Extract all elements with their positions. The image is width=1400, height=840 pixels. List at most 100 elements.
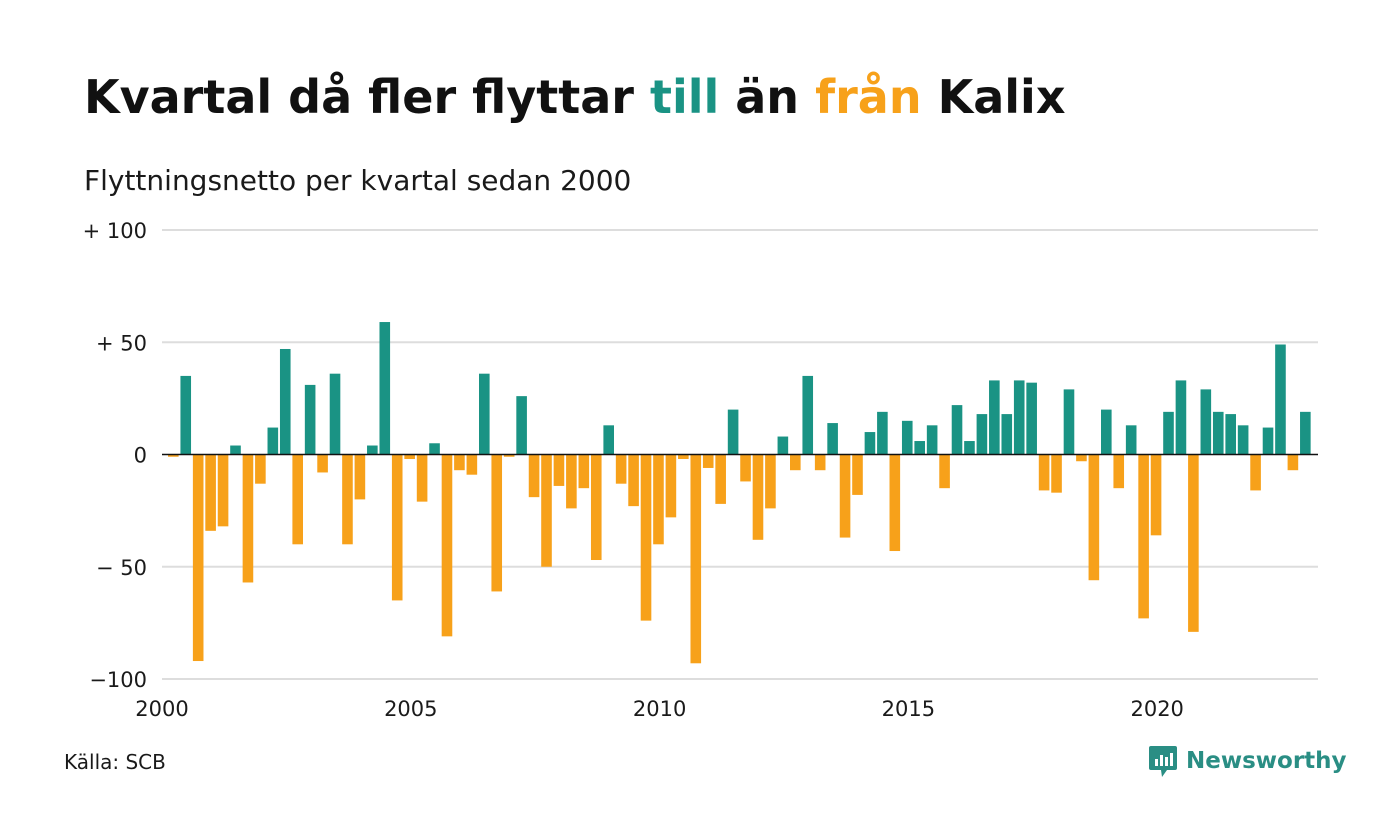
x-axis-ticks: 2000 2005 2010 2015 2020	[135, 697, 1184, 721]
bar-2013-Q1	[814, 454, 826, 471]
y-tick-label: + 50	[96, 331, 147, 355]
bar-2009-Q4	[653, 454, 664, 545]
bar-2001-Q1	[217, 454, 229, 527]
bar-2018-Q3	[1088, 454, 1100, 581]
bar-2016-Q1	[964, 441, 975, 455]
grid-lines	[162, 229, 1318, 680]
bar-2008-Q2	[578, 454, 590, 489]
bar-2022-Q4	[1300, 411, 1311, 455]
bar-2006-Q2	[479, 373, 490, 455]
bar-2020-Q1	[1163, 411, 1174, 455]
bar-2008-Q4	[603, 425, 614, 455]
bar-2003-Q2	[329, 373, 341, 455]
bar-2011-Q1	[715, 454, 726, 504]
bar-2016-Q3	[989, 380, 1000, 455]
source-note: Källa: SCB	[64, 750, 166, 774]
bar-2003-Q4	[354, 454, 366, 500]
bar-2000-Q3	[192, 454, 204, 662]
bar-2007-Q2	[528, 454, 540, 498]
bar-2016-Q4	[1001, 414, 1013, 455]
bar-2020-Q4	[1200, 389, 1212, 455]
title-highlight-till: till	[649, 70, 720, 124]
bar-2010-Q2	[678, 454, 689, 459]
bar-2020-Q3	[1188, 454, 1199, 632]
bar-2020-Q2	[1175, 380, 1187, 455]
bar-2019-Q4	[1150, 454, 1162, 536]
bar-2015-Q4	[951, 405, 963, 455]
bar-2001-Q2	[230, 445, 241, 455]
bar-2004-Q4	[404, 454, 415, 459]
bar-2008-Q3	[590, 454, 602, 561]
bar-2016-Q2	[976, 414, 988, 455]
title-highlight-fran: från	[815, 70, 922, 124]
bar-2004-Q2	[379, 322, 391, 455]
bar-2002-Q4	[304, 384, 316, 455]
newsworthy-logo-icon	[1149, 746, 1177, 777]
bar-2013-Q3	[839, 454, 851, 538]
bar-2021-Q1	[1212, 411, 1224, 455]
bar-2009-Q2	[628, 454, 639, 507]
bar-2021-Q4	[1250, 454, 1261, 491]
title-part-3: än	[719, 70, 816, 124]
bar-2003-Q1	[317, 454, 328, 473]
bar-2008-Q1	[566, 454, 577, 509]
x-tick-label: 2010	[633, 697, 686, 721]
bar-2002-Q2	[279, 348, 291, 455]
bar-2010-Q4	[702, 454, 714, 468]
x-tick-label: 2005	[384, 697, 437, 721]
bar-2017-Q2	[1026, 382, 1037, 455]
bar-2010-Q3	[690, 454, 702, 664]
bar-2001-Q3	[242, 454, 254, 583]
bar-2001-Q4	[255, 454, 266, 484]
title-part-5: Kalix	[921, 70, 1066, 124]
bar-2021-Q3	[1237, 425, 1249, 455]
bar-2017-Q3	[1038, 454, 1050, 491]
y-tick-label: −100	[89, 668, 147, 692]
bar-2014-Q4	[901, 420, 913, 455]
bar-2009-Q1	[615, 454, 627, 484]
bar-2010-Q1	[665, 454, 677, 518]
bar-2011-Q2	[727, 409, 739, 455]
chart-subtitle: Flyttningsnetto per kvartal sedan 2000	[84, 164, 632, 197]
x-tick-label: 2020	[1130, 697, 1183, 721]
bar-2004-Q1	[367, 445, 378, 455]
bar-2005-Q2	[429, 443, 440, 455]
y-tick-label: + 100	[83, 219, 147, 243]
bar-2013-Q2	[827, 423, 838, 455]
bar-2005-Q3	[441, 454, 453, 637]
bar-2014-Q1	[864, 432, 876, 455]
bar-2012-Q1	[765, 454, 776, 509]
bar-2017-Q1	[1013, 380, 1025, 455]
bar-2018-Q1	[1063, 389, 1075, 455]
bar-2002-Q3	[292, 454, 303, 545]
bar-2019-Q2	[1125, 425, 1137, 455]
bar-2006-Q1	[466, 454, 478, 475]
bar-2015-Q3	[939, 454, 950, 489]
bars	[168, 322, 1311, 664]
bar-2012-Q4	[802, 375, 814, 455]
chart-title: Kvartal då fler flyttar till än från Kal…	[84, 70, 1066, 124]
bar-2022-Q1	[1262, 427, 1274, 455]
bar-2005-Q1	[416, 454, 428, 502]
y-tick-label: − 50	[96, 556, 147, 580]
bar-2006-Q3	[491, 454, 503, 592]
bar-2019-Q1	[1113, 454, 1125, 489]
bar-2022-Q3	[1287, 454, 1299, 471]
bar-2019-Q3	[1138, 454, 1149, 619]
y-axis-ticks: + 100 + 50 0 − 50 −100	[83, 219, 147, 692]
brand-logo[interactable]: Newsworthy	[1148, 744, 1347, 778]
bar-2015-Q1	[914, 441, 925, 455]
bar-2012-Q2	[777, 436, 789, 455]
bar-2004-Q3	[391, 454, 403, 601]
bar-2007-Q3	[541, 454, 552, 567]
bar-2014-Q2	[877, 411, 888, 455]
x-tick-label: 2015	[882, 697, 935, 721]
bar-2017-Q4	[1051, 454, 1062, 493]
title-part-1: Kvartal då fler flyttar	[84, 70, 650, 124]
bar-2007-Q1	[516, 396, 527, 455]
bar-2015-Q2	[926, 425, 938, 455]
bar-2018-Q2	[1076, 454, 1087, 462]
bar-2011-Q4	[752, 454, 764, 540]
bar-2006-Q4	[503, 454, 515, 457]
